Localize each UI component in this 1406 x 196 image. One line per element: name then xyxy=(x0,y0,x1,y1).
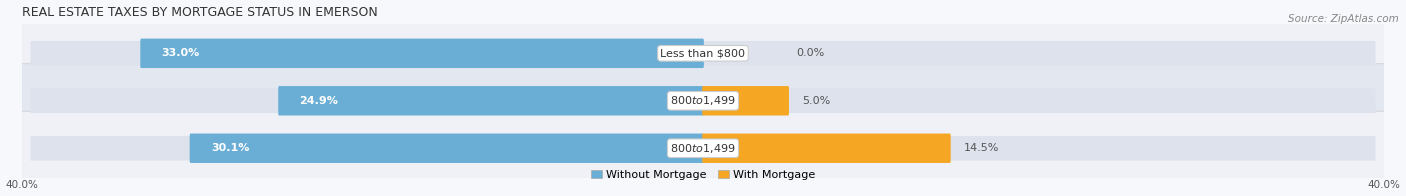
Text: 5.0%: 5.0% xyxy=(801,96,830,106)
Text: 0.0%: 0.0% xyxy=(797,48,825,58)
FancyBboxPatch shape xyxy=(702,86,789,115)
Text: $800 to $1,499: $800 to $1,499 xyxy=(671,142,735,155)
Text: Less than $800: Less than $800 xyxy=(661,48,745,58)
FancyBboxPatch shape xyxy=(17,16,1389,90)
Text: 33.0%: 33.0% xyxy=(162,48,200,58)
FancyBboxPatch shape xyxy=(190,133,704,163)
Text: 24.9%: 24.9% xyxy=(299,96,339,106)
Text: REAL ESTATE TAXES BY MORTGAGE STATUS IN EMERSON: REAL ESTATE TAXES BY MORTGAGE STATUS IN … xyxy=(22,5,378,19)
Legend: Without Mortgage, With Mortgage: Without Mortgage, With Mortgage xyxy=(586,165,820,184)
FancyBboxPatch shape xyxy=(141,39,704,68)
FancyBboxPatch shape xyxy=(703,88,1375,113)
Text: 14.5%: 14.5% xyxy=(963,143,998,153)
Text: $800 to $1,499: $800 to $1,499 xyxy=(671,94,735,107)
Text: 30.1%: 30.1% xyxy=(211,143,249,153)
FancyBboxPatch shape xyxy=(703,136,1375,161)
FancyBboxPatch shape xyxy=(17,64,1389,138)
FancyBboxPatch shape xyxy=(702,133,950,163)
FancyBboxPatch shape xyxy=(17,111,1389,185)
Text: Source: ZipAtlas.com: Source: ZipAtlas.com xyxy=(1288,14,1399,24)
FancyBboxPatch shape xyxy=(703,41,1375,66)
FancyBboxPatch shape xyxy=(31,88,703,113)
FancyBboxPatch shape xyxy=(278,86,704,115)
FancyBboxPatch shape xyxy=(31,136,703,161)
FancyBboxPatch shape xyxy=(31,41,703,66)
